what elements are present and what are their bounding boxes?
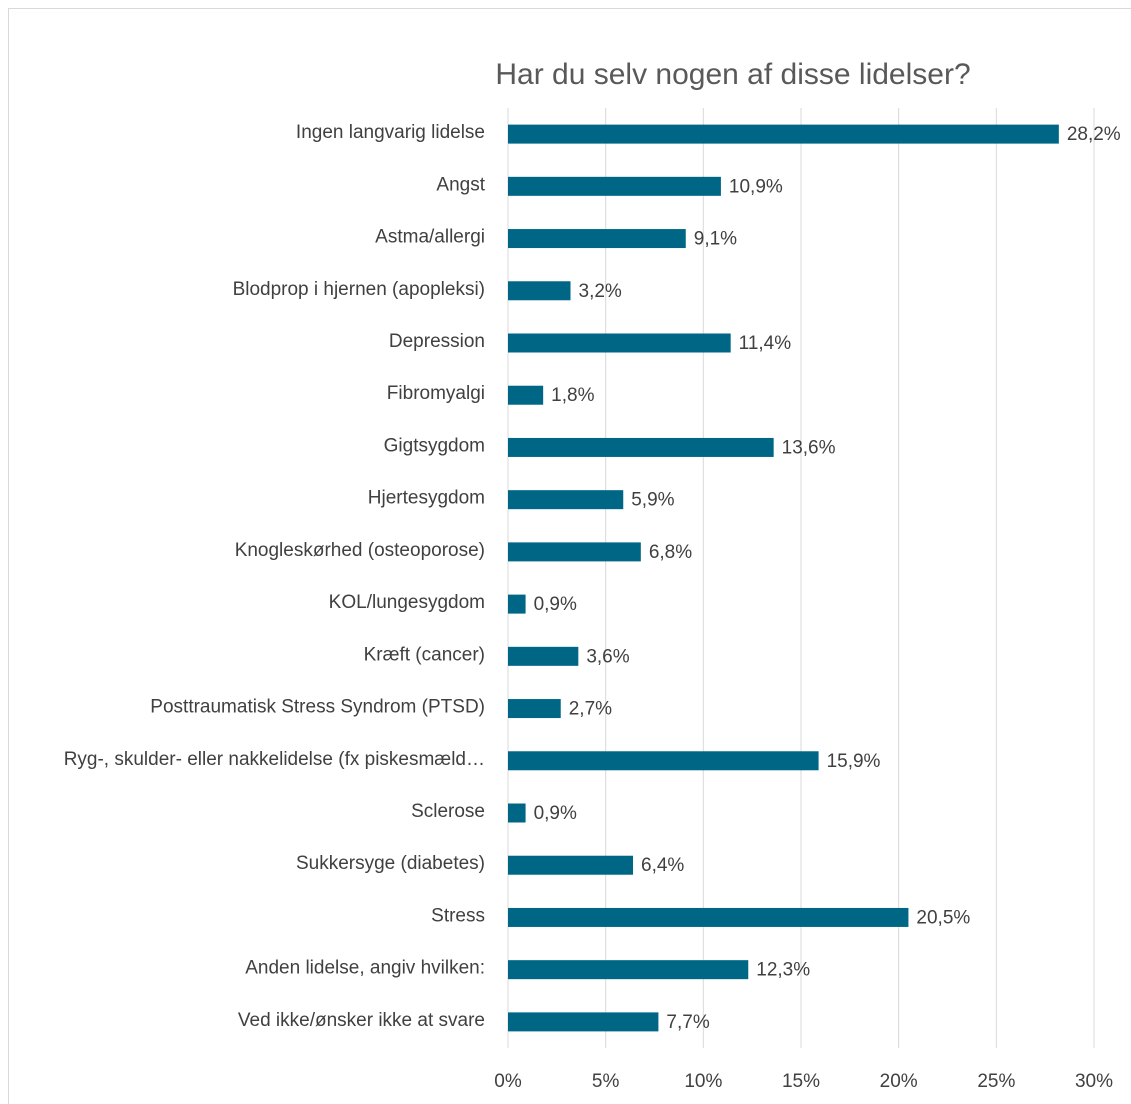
data-label: 13,6% (782, 437, 836, 458)
data-label: 0,9% (534, 594, 577, 615)
bar (508, 594, 526, 614)
y-tick-label: Stress (431, 905, 485, 926)
data-label: 15,9% (827, 751, 881, 772)
x-tick-label: 15% (782, 1071, 820, 1092)
y-tick-label: Hjertesygdom (368, 488, 485, 509)
bar (508, 803, 526, 823)
x-tick-label: 20% (880, 1071, 918, 1092)
bar (508, 490, 624, 510)
data-label: 0,9% (534, 803, 577, 824)
bar (508, 124, 1059, 144)
y-tick-label: Ved ikke/ønsker ikke at svare (238, 1010, 485, 1031)
y-tick-label: Posttraumatisk Stress Syndrom (PTSD) (150, 697, 485, 718)
bar (508, 229, 686, 249)
y-tick-label: Angst (436, 174, 485, 195)
x-tick-label: 10% (684, 1071, 722, 1092)
y-tick-label: Anden lidelse, angiv hvilken: (245, 958, 485, 979)
bar (508, 751, 819, 771)
bar (508, 960, 749, 980)
y-tick-label: Fibromyalgi (387, 383, 485, 404)
bar (508, 1012, 659, 1032)
y-tick-label: Sclerose (411, 801, 485, 822)
bar (508, 542, 641, 562)
data-label: 6,8% (649, 542, 692, 563)
y-tick-label: Gigtsygdom (384, 435, 485, 456)
data-label: 1,8% (551, 385, 594, 406)
y-tick-label: Depression (389, 331, 485, 352)
y-tick-label: Ingen langvarig lidelse (296, 122, 485, 143)
bar (508, 281, 571, 301)
data-label: 3,2% (579, 281, 622, 302)
x-tick-label: 30% (1075, 1071, 1113, 1092)
data-label: 9,1% (694, 229, 737, 250)
bar (508, 333, 731, 353)
y-tick-label: Kræft (cancer) (364, 644, 485, 665)
data-label: 7,7% (666, 1012, 709, 1033)
y-tick-label: Ryg-, skulder- eller nakkelidelse (fx pi… (64, 749, 485, 770)
x-tick-label: 0% (494, 1071, 522, 1092)
x-tick-label: 5% (592, 1071, 620, 1092)
chart-title: Har du selv nogen af disse lidelser? (495, 58, 970, 91)
y-tick-label: Knogleskørhed (osteoporose) (235, 540, 485, 561)
data-label: 28,2% (1067, 124, 1121, 145)
bar (508, 699, 561, 719)
data-label: 20,5% (916, 907, 970, 928)
y-tick-label: Astma/allergi (375, 227, 485, 248)
bar (508, 646, 579, 666)
bar (508, 437, 774, 457)
data-label: 12,3% (756, 960, 810, 981)
data-label: 3,6% (586, 646, 629, 667)
bar (508, 855, 634, 875)
y-tick-label: KOL/lungesygdom (329, 592, 485, 613)
data-label: 10,9% (729, 176, 783, 197)
data-label: 2,7% (569, 699, 612, 720)
x-tick-label: 25% (977, 1071, 1015, 1092)
data-label: 6,4% (641, 855, 684, 876)
bar (508, 385, 544, 405)
y-tick-label: Blodprop i hjernen (apopleksi) (233, 279, 485, 300)
bar (508, 176, 721, 196)
bar (508, 907, 909, 927)
y-tick-label: Sukkersyge (diabetes) (296, 853, 485, 874)
data-label: 11,4% (739, 333, 792, 354)
data-label: 5,9% (631, 490, 674, 511)
